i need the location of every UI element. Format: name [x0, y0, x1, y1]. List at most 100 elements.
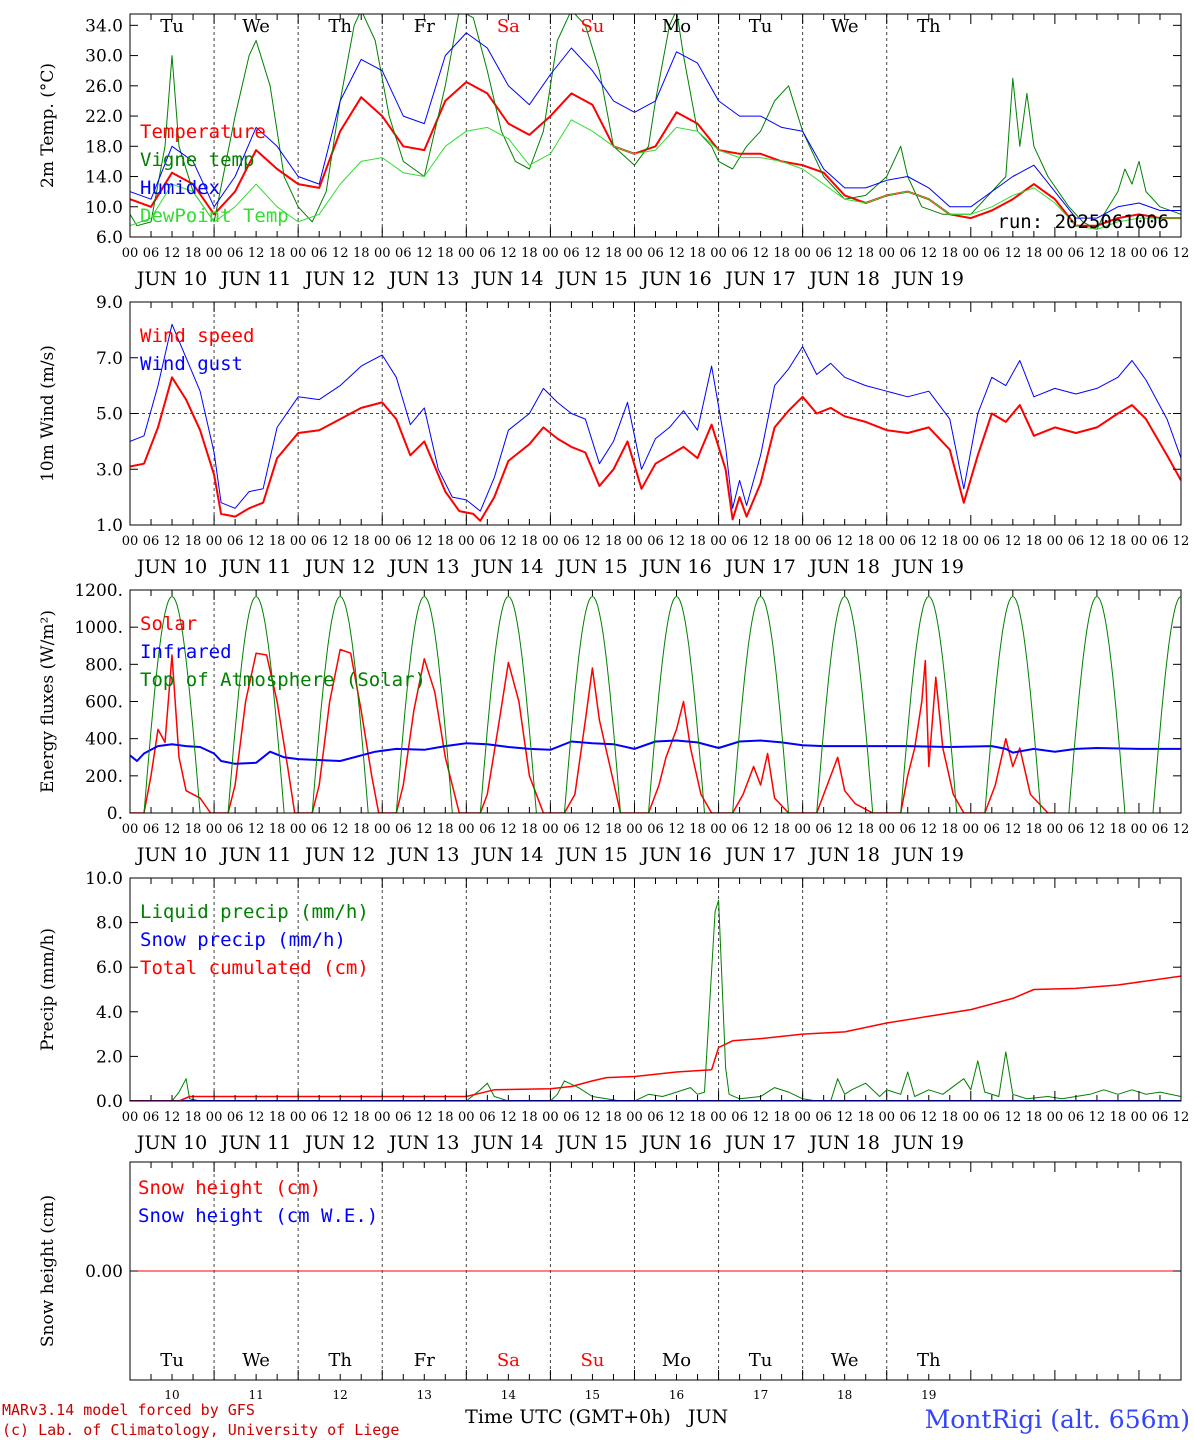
- x-tick-label: 00: [1047, 534, 1064, 549]
- x-tick-label: 18: [857, 1110, 874, 1125]
- bottom-day-label: 18: [837, 1388, 852, 1402]
- x-tick-label: 00: [626, 534, 643, 549]
- x-tick-label: 18: [942, 534, 959, 549]
- x-tick-label: 18: [857, 534, 874, 549]
- y-tick-label: 7.0: [96, 349, 123, 369]
- weekday-label: Th: [917, 1350, 941, 1371]
- x-tick-label: 06: [143, 246, 160, 261]
- x-tick-label: 12: [1005, 534, 1022, 549]
- x-tick-label: 00: [458, 534, 475, 549]
- x-tick-label: 12: [1089, 822, 1106, 837]
- x-tick-label: 00: [1131, 246, 1148, 261]
- x-tick-label: 18: [185, 822, 202, 837]
- x-tick-label: 06: [647, 1110, 664, 1125]
- day-label: JUN 17: [723, 1132, 795, 1154]
- day-label: JUN 12: [303, 844, 375, 866]
- legend-entry: Vigne temp: [140, 149, 254, 171]
- x-tick-label: 06: [1068, 822, 1085, 837]
- x-tick-label: 18: [942, 246, 959, 261]
- x-tick-label: 12: [332, 246, 349, 261]
- x-tick-label: 18: [521, 1110, 538, 1125]
- x-tick-label: 12: [416, 1110, 433, 1125]
- bottom-day-label: 10: [164, 1388, 179, 1402]
- x-tick-label: 18: [521, 534, 538, 549]
- x-tick-label: 00: [122, 822, 139, 837]
- weekday-label: Th: [328, 1350, 352, 1371]
- x-tick-label: 06: [479, 534, 496, 549]
- x-tick-label: 12: [752, 534, 769, 549]
- x-tick-label: 18: [689, 1110, 706, 1125]
- x-tick-label: 00: [626, 246, 643, 261]
- x-tick-label: 06: [815, 534, 832, 549]
- x-tick-label: 00: [542, 534, 559, 549]
- x-tick-label: 00: [794, 822, 811, 837]
- x-tick-label: 00: [710, 822, 727, 837]
- x-tick-label: 12: [500, 246, 517, 261]
- x-tick-label: 00: [206, 534, 223, 549]
- x-tick-label: 18: [1026, 246, 1043, 261]
- y-tick-label: 18.0: [85, 137, 123, 157]
- x-tick-label: 12: [1005, 246, 1022, 261]
- legend-entry: Top of Atmosphere (Solar): [140, 669, 426, 691]
- legend-entry: Total cumulated (cm): [140, 957, 369, 979]
- day-label: JUN 14: [471, 844, 543, 866]
- x-tick-label: 06: [479, 246, 496, 261]
- x-tick-label: 12: [920, 534, 937, 549]
- x-tick-label: 18: [942, 822, 959, 837]
- x-tick-label: 18: [353, 822, 370, 837]
- x-tick-label: 12: [332, 1110, 349, 1125]
- x-tick-label: 12: [752, 1110, 769, 1125]
- x-tick-label: 18: [269, 822, 286, 837]
- x-tick-label: 12: [416, 822, 433, 837]
- y-tick-label: 4.0: [96, 1003, 123, 1023]
- day-label: JUN 17: [723, 844, 795, 866]
- x-tick-label: 12: [332, 534, 349, 549]
- x-tick-label: 12: [164, 246, 181, 261]
- x-tick-label: 00: [374, 246, 391, 261]
- x-tick-label: 06: [395, 1110, 412, 1125]
- weekday-label: Tu: [749, 16, 773, 37]
- x-tick-label: 06: [563, 1110, 580, 1125]
- y-tick-label: 22.0: [85, 107, 123, 127]
- x-tick-label: 00: [122, 1110, 139, 1125]
- x-tick-label: 18: [605, 1110, 622, 1125]
- x-tick-label: 12: [920, 822, 937, 837]
- x-tick-label: 06: [563, 534, 580, 549]
- day-label: JUN 10: [135, 268, 207, 290]
- x-tick-label: 06: [227, 1110, 244, 1125]
- day-label: JUN 18: [807, 844, 879, 866]
- legend-entry: Snow precip (mm/h): [140, 929, 346, 951]
- x-tick-label: 06: [731, 822, 748, 837]
- x-tick-label: 18: [521, 246, 538, 261]
- plot-frame: [129, 13, 1182, 238]
- x-tick-label: 00: [290, 246, 307, 261]
- x-tick-label: 00: [542, 246, 559, 261]
- weekday-label: Th: [917, 16, 941, 37]
- x-tick-label: 12: [164, 534, 181, 549]
- day-label: JUN 14: [471, 268, 543, 290]
- x-tick-label: 06: [899, 246, 916, 261]
- weekday-label: Tu: [160, 16, 184, 37]
- day-label: JUN 12: [303, 556, 375, 578]
- x-tick-label: 12: [1173, 534, 1190, 549]
- x-tick-label: 00: [542, 822, 559, 837]
- day-label: JUN 16: [639, 844, 711, 866]
- x-tick-label: 06: [395, 822, 412, 837]
- x-tick-label: 00: [458, 246, 475, 261]
- x-tick-label: 18: [185, 246, 202, 261]
- x-tick-label: 06: [227, 534, 244, 549]
- legend-entry: DewPoint Temp: [140, 205, 289, 227]
- x-tick-label: 12: [500, 822, 517, 837]
- weekday-label: We: [242, 1350, 270, 1371]
- legend-entry: Snow height (cm): [138, 1177, 321, 1199]
- bottom-day-label: 19: [921, 1388, 936, 1402]
- x-tick-label: 12: [248, 534, 265, 549]
- x-tick-label: 00: [878, 822, 895, 837]
- x-tick-label: 06: [1068, 1110, 1085, 1125]
- x-tick-label: 12: [248, 822, 265, 837]
- weekday-label: We: [831, 1350, 859, 1371]
- day-label: JUN 11: [219, 268, 291, 290]
- series-temperature: [130, 81, 1181, 227]
- x-tick-label: 18: [1110, 1110, 1127, 1125]
- x-tick-label: 00: [290, 822, 307, 837]
